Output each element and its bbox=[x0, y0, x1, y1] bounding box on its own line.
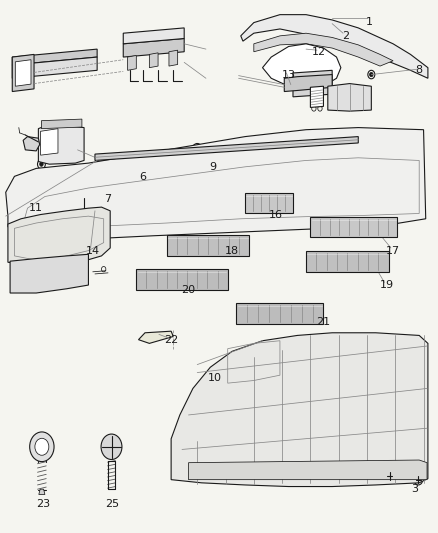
Polygon shape bbox=[123, 28, 184, 44]
Polygon shape bbox=[8, 207, 110, 266]
Polygon shape bbox=[149, 53, 158, 68]
Text: 2: 2 bbox=[342, 31, 349, 41]
Text: 18: 18 bbox=[225, 246, 239, 256]
Text: 9: 9 bbox=[209, 162, 216, 172]
Text: 1: 1 bbox=[366, 17, 373, 27]
Polygon shape bbox=[293, 70, 332, 97]
Text: 25: 25 bbox=[105, 499, 120, 509]
Polygon shape bbox=[254, 33, 393, 66]
Bar bbox=[306, 251, 389, 272]
Polygon shape bbox=[188, 460, 427, 480]
Bar bbox=[237, 303, 323, 324]
Polygon shape bbox=[127, 55, 136, 70]
Text: 7: 7 bbox=[104, 194, 112, 204]
Text: 8: 8 bbox=[416, 66, 423, 75]
Polygon shape bbox=[284, 75, 332, 92]
Polygon shape bbox=[12, 54, 34, 92]
Polygon shape bbox=[123, 38, 184, 57]
Circle shape bbox=[35, 438, 49, 455]
Polygon shape bbox=[23, 136, 40, 151]
Circle shape bbox=[40, 162, 43, 166]
Circle shape bbox=[370, 72, 373, 77]
Polygon shape bbox=[42, 119, 82, 128]
Text: 16: 16 bbox=[268, 209, 283, 220]
Bar bbox=[311, 217, 397, 237]
Text: 11: 11 bbox=[29, 203, 43, 213]
Bar bbox=[136, 269, 228, 290]
Text: 23: 23 bbox=[35, 499, 50, 509]
Text: 3: 3 bbox=[411, 484, 418, 494]
Polygon shape bbox=[10, 254, 88, 293]
Polygon shape bbox=[138, 331, 173, 343]
Text: 6: 6 bbox=[139, 172, 146, 182]
Polygon shape bbox=[328, 84, 371, 111]
Text: 21: 21 bbox=[316, 317, 331, 327]
Polygon shape bbox=[169, 50, 178, 66]
Polygon shape bbox=[311, 86, 323, 108]
Polygon shape bbox=[262, 44, 341, 89]
Polygon shape bbox=[12, 49, 97, 65]
Polygon shape bbox=[95, 136, 358, 160]
Polygon shape bbox=[41, 128, 58, 155]
Text: 13: 13 bbox=[282, 70, 296, 79]
Circle shape bbox=[81, 193, 87, 199]
Bar bbox=[167, 235, 250, 256]
Polygon shape bbox=[12, 57, 97, 78]
Polygon shape bbox=[39, 124, 84, 164]
Text: 20: 20 bbox=[181, 285, 196, 295]
Circle shape bbox=[101, 434, 122, 459]
Polygon shape bbox=[39, 489, 45, 495]
Polygon shape bbox=[6, 127, 426, 240]
Text: 22: 22 bbox=[164, 335, 178, 345]
Text: 19: 19 bbox=[379, 280, 394, 290]
Text: 10: 10 bbox=[208, 373, 222, 383]
Circle shape bbox=[194, 147, 200, 153]
Text: 14: 14 bbox=[86, 246, 100, 256]
Text: 12: 12 bbox=[312, 47, 326, 56]
Text: 17: 17 bbox=[386, 246, 400, 256]
Polygon shape bbox=[15, 60, 31, 86]
Bar bbox=[245, 193, 293, 214]
Circle shape bbox=[30, 432, 54, 462]
Polygon shape bbox=[171, 333, 428, 487]
Polygon shape bbox=[241, 14, 428, 78]
